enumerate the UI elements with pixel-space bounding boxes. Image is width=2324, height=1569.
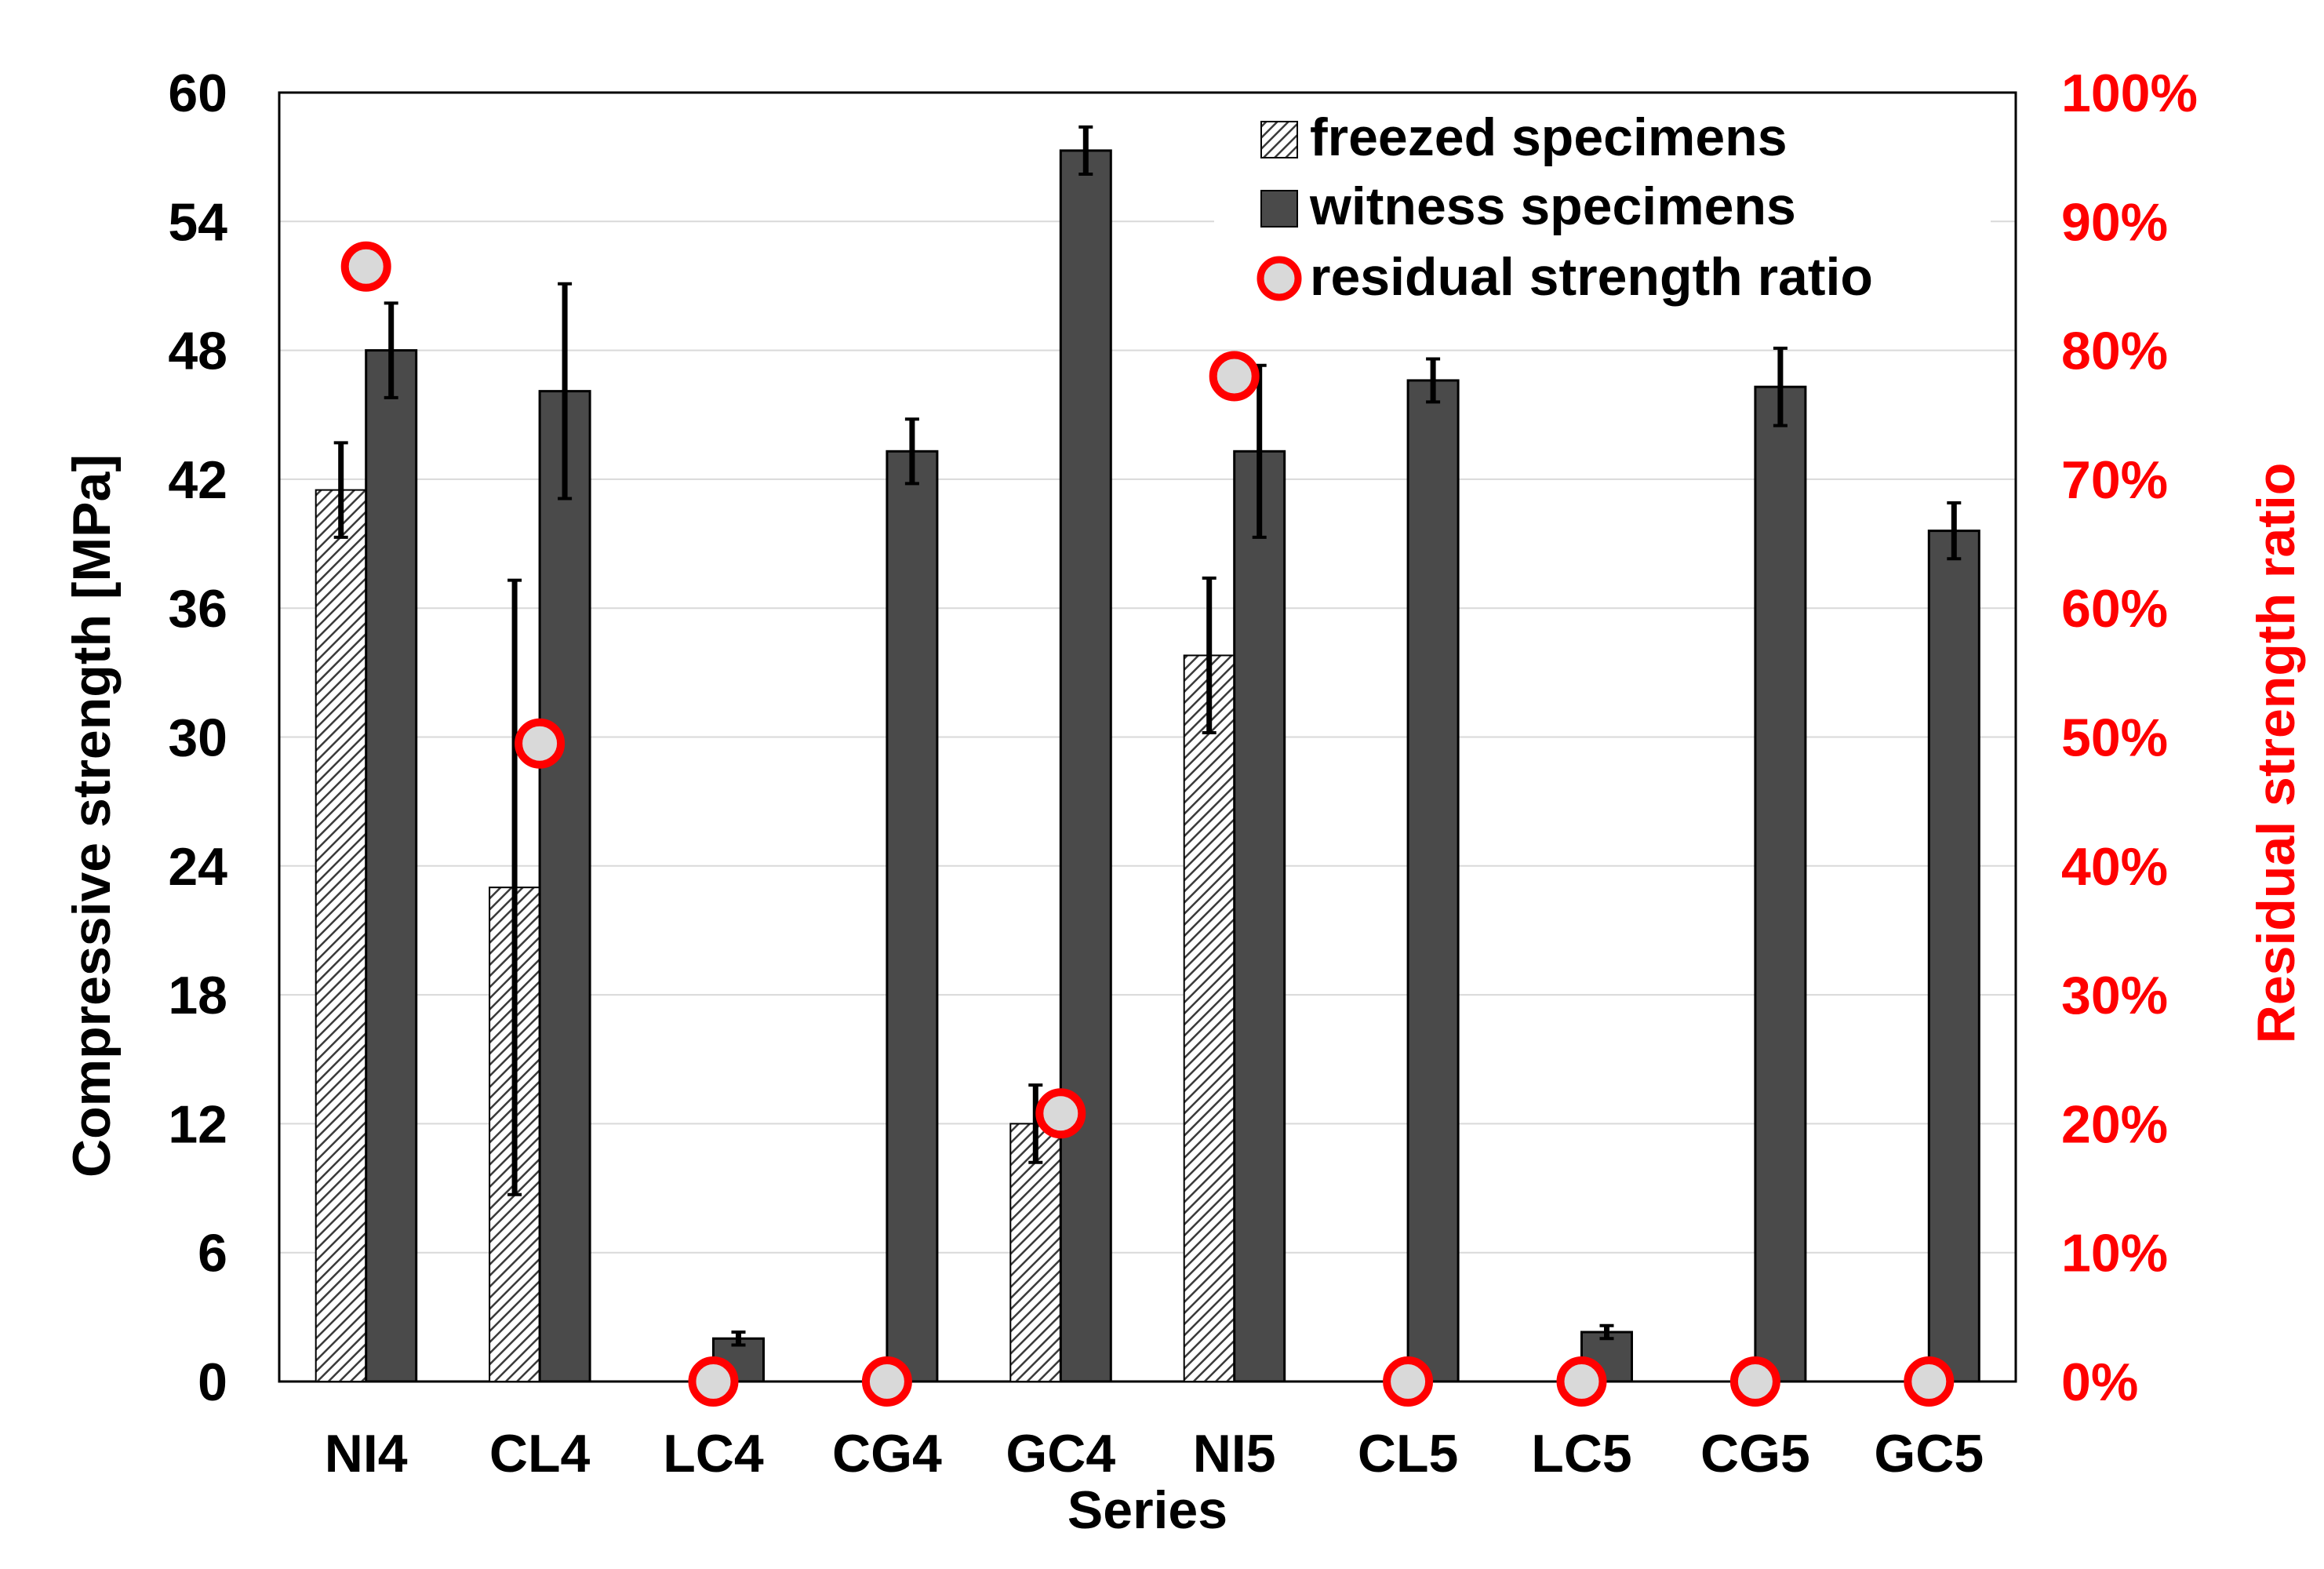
x-axis-ticks: NI4 CL4 LC4 CG4 GC4 NI5 CL5 LC5 CG5 GC5 [325,1424,1984,1483]
ratio-marker [1556,1356,1607,1407]
bar-witness [886,450,939,1383]
y2-axis-ticks: 0% 10% 20% 30% 40% 50% 60% 70% 80% 90% 100% [2061,64,2198,1412]
ratio-marker [861,1356,912,1407]
bar-witness [1406,379,1460,1383]
x-tick-label: CG4 [832,1424,942,1483]
y-tick-label: 48 [168,322,227,381]
y2-tick-label: 50% [2061,708,2168,768]
y-tick-label: 12 [168,1094,227,1154]
ratio-marker [1729,1356,1780,1407]
ratio-marker [1035,1088,1086,1139]
bar-witness [1754,385,1807,1383]
bar-witness [365,349,418,1383]
legend-label-witness: witness specimens [1309,177,1796,236]
bar-freezed [1183,654,1235,1382]
x-tick-label: GC4 [1006,1424,1115,1483]
y-axis-label: Compressive strength [MPa] [62,454,122,1178]
y2-axis-label: Residual strength ratio [2246,463,2306,1044]
bar-freezed [315,489,367,1382]
bar-witness [538,390,591,1383]
ratio-marker [515,718,566,769]
y2-tick-label: 70% [2061,450,2168,510]
y-tick-label: 42 [168,450,227,510]
legend: freezed specimens witness specimens resi… [1214,106,1991,318]
x-tick-label: LC5 [1531,1424,1631,1483]
x-tick-label: CL5 [1358,1424,1458,1483]
y-tick-label: 6 [198,1224,227,1283]
ratio-markers [340,241,1955,1407]
y-tick-label: 30 [168,708,227,768]
y-tick-label: 60 [168,64,227,123]
error-bars [333,125,1962,1347]
bar-witness [1059,149,1112,1383]
ratio-marker [1383,1356,1434,1407]
bar-witness [1233,450,1286,1383]
y-tick-label: 36 [168,579,227,639]
y2-tick-label: 100% [2061,64,2198,123]
y2-tick-label: 0% [2061,1352,2138,1412]
x-tick-label: NI5 [1193,1424,1276,1483]
y-tick-label: 18 [168,966,227,1025]
legend-label-freezed: freezed specimens [1310,107,1788,167]
y-tick-label: 54 [168,192,227,252]
legend-label-ratio: residual strength ratio [1310,247,1873,307]
y2-tick-label: 40% [2061,837,2168,897]
x-tick-label: GC5 [1874,1424,1984,1483]
y2-tick-label: 80% [2061,322,2168,381]
y-tick-label: 0 [198,1352,227,1412]
x-tick-label: NI4 [325,1424,408,1483]
x-tick-label: CG5 [1700,1424,1810,1483]
y2-tick-label: 10% [2061,1224,2168,1283]
x-tick-label: LC4 [663,1424,764,1483]
legend-swatch-freezed [1260,121,1298,158]
y2-tick-label: 60% [2061,579,2168,639]
bar-witness [1927,530,1980,1383]
x-axis-label: Series [1067,1480,1227,1540]
y-axis-ticks: 0 6 12 18 24 30 36 42 48 54 60 [168,64,227,1412]
y-tick-label: 24 [168,837,227,897]
y2-tick-label: 20% [2061,1094,2168,1154]
y2-tick-label: 30% [2061,966,2168,1025]
y2-tick-label: 90% [2061,192,2168,252]
plot-frame [278,91,2017,1383]
legend-swatch-witness [1260,190,1298,228]
ratio-marker [340,241,391,292]
ratio-marker [688,1356,739,1407]
x-tick-label: CL4 [489,1424,591,1483]
ratio-marker [1904,1356,1955,1407]
bar-freezed [1009,1123,1062,1383]
ratio-marker [1209,351,1260,402]
legend-marker-ratio [1257,256,1302,301]
